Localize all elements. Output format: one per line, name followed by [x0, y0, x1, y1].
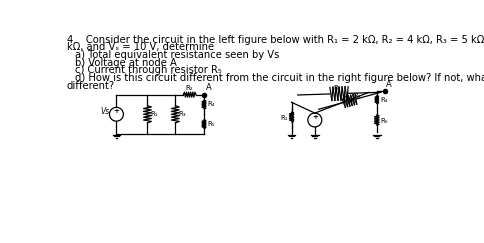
Text: different?: different?	[67, 81, 115, 91]
Text: R₁: R₁	[150, 111, 158, 117]
Text: 4.   Consider the circuit in the left figure below with R₁ = 2 kΩ, R₂ = 4 kΩ, R₃: 4. Consider the circuit in the left figu…	[67, 35, 484, 44]
Text: R₃: R₃	[178, 111, 185, 117]
Text: +: +	[311, 113, 317, 120]
Text: +: +	[113, 108, 119, 114]
Text: R₃: R₃	[352, 94, 360, 99]
Text: A: A	[385, 80, 391, 89]
Text: a) Total equivalent resistance seen by Vs: a) Total equivalent resistance seen by V…	[75, 50, 278, 60]
Text: R₄: R₄	[207, 101, 214, 107]
Text: R₅: R₅	[207, 121, 214, 127]
Text: A: A	[205, 83, 211, 92]
Text: Vs: Vs	[100, 107, 109, 116]
Text: c) Current through resistor R₅: c) Current through resistor R₅	[75, 65, 221, 75]
Text: d) How is this circuit different from the circuit in the right figure below? If : d) How is this circuit different from th…	[75, 73, 484, 83]
Text: kΩ, and Vₛ = 10 V, determine: kΩ, and Vₛ = 10 V, determine	[67, 42, 213, 52]
Text: R₂: R₂	[185, 85, 193, 91]
Text: R₂: R₂	[333, 85, 340, 91]
Text: R₁: R₁	[279, 115, 287, 121]
Text: b) Voltage at node A: b) Voltage at node A	[75, 58, 176, 68]
Text: R₅: R₅	[379, 118, 387, 124]
Text: R₄: R₄	[379, 97, 387, 103]
